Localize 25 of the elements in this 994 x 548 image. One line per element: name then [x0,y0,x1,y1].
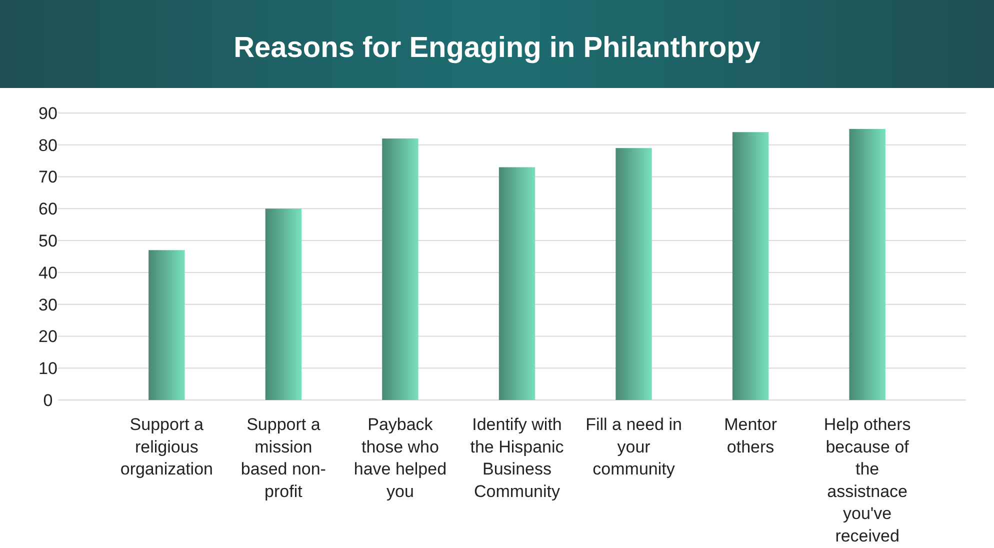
bar [732,132,769,400]
x-tick-label: Support a religious organization [120,415,213,479]
bar [616,148,652,400]
y-tick-label: 30 [38,295,58,314]
y-tick-label: 40 [38,263,58,282]
y-tick-label: 80 [38,136,58,155]
bar [382,138,418,400]
y-tick-label: 60 [38,200,58,219]
x-tick-label: Fill a need in your community [586,415,682,479]
x-tick-label: Support a mission based non-profit [240,415,326,501]
y-tick-label: 90 [38,104,58,123]
x-tick-label: Identify with the Hispanic Business Community [470,415,564,501]
y-tick-label: 70 [38,168,58,187]
bar [148,250,185,400]
x-tick-label: Mentor others [724,415,778,456]
chart-title: Reasons for Engaging in Philanthropy [234,32,760,64]
y-tick-label: 10 [38,359,58,378]
y-tick-label: 50 [38,232,58,251]
y-tick-label: 20 [38,327,58,346]
y-tick-label: 0 [43,390,53,410]
x-tick-label: Payback those who have helped you [354,415,447,501]
x-tick-label: Help others because of the assistnace you've received [824,415,911,546]
bar [498,167,536,400]
bar [265,208,302,400]
bar [849,128,886,400]
